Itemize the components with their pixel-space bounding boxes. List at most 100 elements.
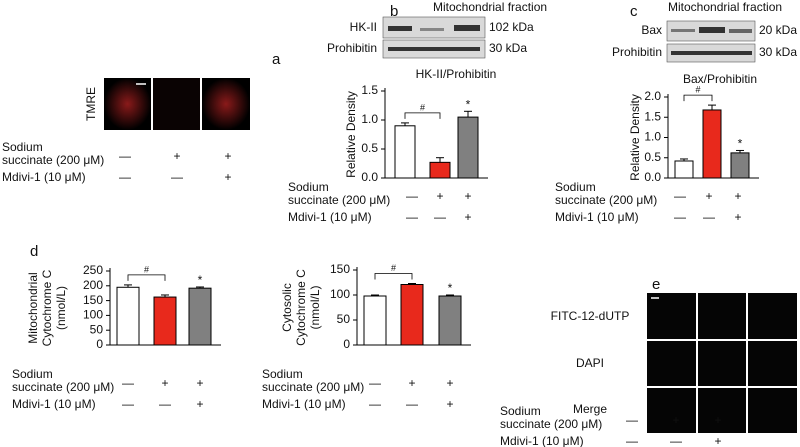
bar bbox=[394, 125, 416, 179]
significance-label: * bbox=[198, 273, 203, 287]
micrograph-grid bbox=[647, 293, 797, 433]
y-axis-label: Relative Density bbox=[344, 91, 358, 178]
treatment-mark: — bbox=[703, 210, 715, 224]
size-label: 30 kDa bbox=[489, 41, 527, 55]
micrograph bbox=[153, 78, 200, 130]
significance-bracket bbox=[374, 273, 413, 280]
treatment-mark: — bbox=[406, 210, 418, 224]
treatment-label: Mdivi-1 (10 μM) bbox=[555, 210, 639, 224]
treatment-label: succinate (200 μM) bbox=[262, 380, 364, 394]
treatment-label: Mdivi-1 (10 μM) bbox=[2, 170, 86, 184]
y-tick-label: 50 bbox=[337, 312, 351, 326]
treatment-label: Mdivi-1 (10 μM) bbox=[288, 210, 372, 224]
treatment-label: Sodium bbox=[288, 180, 329, 194]
treatment-mark: + bbox=[161, 376, 168, 390]
blot-title: Mitochondrial fraction bbox=[433, 0, 547, 14]
significance-bracket bbox=[404, 112, 441, 119]
bar bbox=[116, 286, 140, 346]
treatment-label: succinate (200 μM) bbox=[555, 193, 657, 207]
treatment-mark: + bbox=[196, 397, 203, 411]
protein-label: Bax bbox=[641, 23, 662, 37]
y-axis-label: Mitochondrial bbox=[26, 272, 40, 343]
bar bbox=[400, 284, 424, 346]
blot-band bbox=[671, 51, 752, 55]
y-axis-label: (nmol/L) bbox=[308, 285, 322, 329]
treatment-mark: — bbox=[406, 397, 418, 411]
blot-title: Mitochondrial fraction bbox=[668, 0, 782, 14]
y-axis-label: Cytosolic bbox=[280, 283, 294, 332]
treatment-mark: — bbox=[674, 210, 686, 224]
row-label: DAPI bbox=[576, 356, 604, 370]
treatment-mark: — bbox=[369, 397, 381, 411]
blot-band bbox=[388, 26, 412, 31]
y-tick-label: 0.5 bbox=[644, 150, 661, 164]
treatment-mark: — bbox=[122, 397, 134, 411]
protein-label: HK-II bbox=[350, 20, 377, 34]
size-label: 30 kDa bbox=[759, 45, 797, 59]
y-tick-label: 150 bbox=[83, 293, 103, 307]
treatment-mark: — bbox=[626, 434, 638, 447]
y-tick-label: 1.0 bbox=[361, 112, 378, 126]
treatment-mark: + bbox=[446, 397, 453, 411]
panel-letter: c bbox=[630, 3, 638, 20]
treatment-mark: — bbox=[159, 397, 171, 411]
row-label: FITC-12-dUTP bbox=[551, 309, 630, 323]
treatment-mark: — bbox=[406, 189, 418, 203]
blot-band bbox=[729, 29, 752, 33]
row-label: Merge bbox=[573, 402, 607, 416]
significance-label: # bbox=[420, 102, 425, 112]
treatment-label: Mdivi-1 (10 μM) bbox=[262, 397, 346, 411]
size-label: 102 kDa bbox=[489, 20, 534, 34]
treatment-mark: — bbox=[119, 149, 131, 163]
chart-title: HK-II/Prohibitin bbox=[416, 67, 497, 81]
treatment-mark: + bbox=[224, 149, 231, 163]
treatment-mark: + bbox=[436, 189, 443, 203]
bar bbox=[429, 161, 451, 179]
y-tick-label: 0.5 bbox=[361, 141, 378, 155]
micrograph bbox=[202, 78, 250, 130]
panel-letter: a bbox=[272, 51, 281, 68]
treatment-mark: — bbox=[674, 189, 686, 203]
bar bbox=[730, 152, 750, 179]
bar bbox=[188, 287, 212, 346]
treatment-mark: — bbox=[670, 434, 682, 447]
treatment-mark: — bbox=[626, 413, 638, 427]
y-axis-label: Cytochrome C bbox=[40, 269, 54, 346]
treatment-mark: — bbox=[122, 376, 134, 390]
blot-band bbox=[420, 28, 444, 31]
treatment-label: Sodium bbox=[2, 140, 43, 154]
y-tick-label: 100 bbox=[83, 308, 103, 322]
y-axis-label: Cytochrome C bbox=[294, 269, 308, 346]
treatment-label: Sodium bbox=[555, 180, 596, 194]
y-tick-label: 150 bbox=[330, 262, 350, 276]
treatment-label: Sodium bbox=[500, 404, 541, 418]
y-tick-label: 200 bbox=[83, 278, 103, 292]
stain-label: TMRE bbox=[84, 87, 98, 121]
treatment-mark: + bbox=[705, 189, 712, 203]
y-tick-label: 0.0 bbox=[361, 170, 378, 184]
treatment-mark: — bbox=[369, 376, 381, 390]
treatment-mark: — bbox=[434, 210, 446, 224]
treatment-mark: + bbox=[464, 189, 471, 203]
y-tick-label: 0.0 bbox=[644, 170, 661, 184]
blot-strip bbox=[382, 16, 486, 39]
blot-band bbox=[671, 29, 695, 32]
y-axis-label: Relative Density bbox=[628, 94, 642, 181]
y-tick-label: 1.5 bbox=[644, 109, 661, 123]
treatment-mark: + bbox=[714, 434, 721, 447]
bar bbox=[363, 295, 387, 346]
y-tick-label: 1.5 bbox=[361, 83, 378, 97]
bar bbox=[438, 295, 462, 346]
treatment-mark: + bbox=[196, 376, 203, 390]
protein-label: Prohibitin bbox=[612, 45, 662, 59]
y-tick-label: 0 bbox=[343, 337, 350, 351]
y-tick-label: 50 bbox=[90, 322, 104, 336]
blot-band bbox=[388, 47, 480, 51]
panel-letter: e bbox=[652, 276, 660, 293]
treatment-mark: + bbox=[734, 189, 741, 203]
y-axis-label: (nmol/L) bbox=[54, 286, 68, 330]
treatment-mark: + bbox=[714, 413, 721, 427]
significance-label: * bbox=[738, 137, 743, 151]
treatment-mark: + bbox=[734, 210, 741, 224]
